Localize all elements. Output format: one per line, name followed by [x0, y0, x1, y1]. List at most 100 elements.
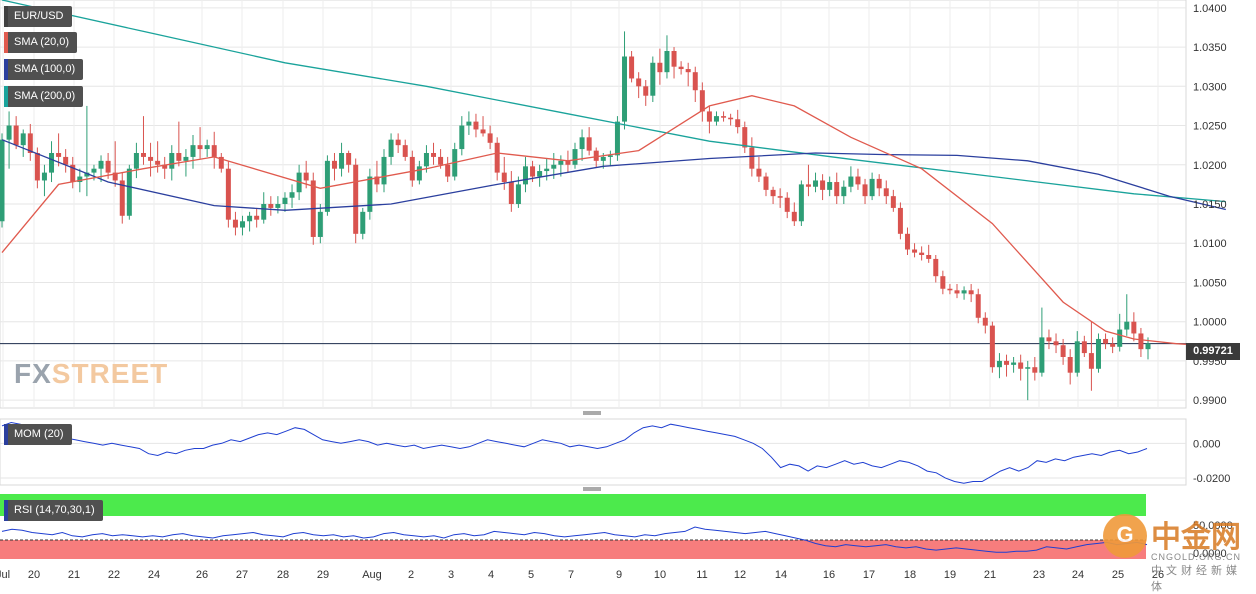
- x-tick-label: 17: [863, 569, 875, 581]
- candle-body: [438, 156, 444, 165]
- candle-body: [834, 182, 840, 197]
- candle-body: [275, 204, 281, 208]
- x-tick-label: Jul: [0, 569, 10, 581]
- candle-body: [791, 211, 797, 222]
- candle-body: [140, 153, 146, 157]
- x-tick-label: 16: [823, 569, 835, 581]
- candle-body: [360, 211, 366, 234]
- candle-body: [728, 117, 734, 120]
- candle-body: [940, 276, 946, 289]
- x-tick-label: 26: [1152, 569, 1164, 581]
- candle-body: [586, 137, 592, 151]
- candle-body: [537, 171, 543, 177]
- candle-body: [1088, 353, 1094, 369]
- candle-body: [409, 156, 415, 181]
- candle-body: [416, 166, 422, 181]
- x-tick-label: 21: [984, 569, 996, 581]
- candle-body: [27, 133, 33, 153]
- candle-body: [289, 192, 295, 198]
- y-tick-label: 1.0400: [1193, 3, 1227, 15]
- candle-body: [629, 56, 635, 79]
- candle-body: [1095, 338, 1101, 369]
- candle-body: [862, 184, 868, 197]
- candle-body: [339, 153, 345, 169]
- x-tick-label: 19: [944, 569, 956, 581]
- x-tick-label: 28: [277, 569, 289, 581]
- candle-body: [232, 219, 238, 228]
- candle-body: [1110, 343, 1116, 347]
- candle-body: [6, 125, 12, 140]
- candle-body: [34, 153, 40, 181]
- sma20-line: [1, 95, 1226, 348]
- x-tick-label: 24: [148, 569, 160, 581]
- legend-rsi: RSI (14,70,30,1): [4, 500, 103, 521]
- candle-body: [749, 147, 755, 169]
- candle-body: [77, 176, 83, 183]
- candle-body: [855, 176, 861, 185]
- x-tick-label: 4: [488, 569, 494, 581]
- candle-body: [112, 172, 118, 181]
- candle-body: [402, 145, 408, 157]
- candle-body: [1025, 367, 1031, 369]
- candle-body: [1131, 321, 1137, 334]
- candle-body: [897, 207, 903, 234]
- candle-body: [848, 176, 854, 187]
- candle-body: [317, 211, 323, 237]
- candle-body: [735, 119, 741, 128]
- candle-body: [763, 176, 769, 190]
- candle-body: [600, 156, 606, 161]
- candle-body: [282, 197, 288, 204]
- candle-body: [218, 156, 224, 169]
- candle-body: [614, 121, 620, 156]
- y-tick-label: 1.0250: [1193, 121, 1227, 133]
- candle-body: [225, 168, 231, 220]
- rsi-oversold-zone: [0, 540, 1146, 559]
- legend-eurusd-label: EUR/USD: [14, 10, 64, 22]
- legend-mom-label: MOM (20): [14, 428, 64, 440]
- x-tick-label: 12: [734, 569, 746, 581]
- candle-body: [657, 62, 663, 73]
- candle-body: [1138, 333, 1144, 350]
- candle-body: [1074, 341, 1080, 373]
- candle-body: [926, 255, 932, 259]
- candle-body: [91, 168, 97, 173]
- x-tick-label: 23: [1033, 569, 1045, 581]
- y-tick-label: 0.9900: [1193, 395, 1227, 407]
- candle-body: [982, 317, 988, 326]
- legend-sma200-label: SMA (200,0): [14, 90, 76, 102]
- candle-body: [572, 149, 578, 165]
- candle-body: [622, 56, 628, 122]
- y-tick-label: 1.0000: [1193, 317, 1227, 329]
- legend-sma100: SMA (100,0): [4, 59, 84, 80]
- legend-sma100-label: SMA (100,0): [14, 63, 76, 75]
- x-tick-label: 2: [408, 569, 414, 581]
- candle-body: [204, 145, 210, 150]
- candle-body: [968, 290, 974, 295]
- candle-body: [996, 360, 1002, 368]
- candle-body: [1060, 345, 1066, 357]
- x-tick-label: 9: [616, 569, 622, 581]
- x-tick-label: 24: [1072, 569, 1084, 581]
- candle-body: [13, 125, 19, 146]
- x-tick-label: 10: [654, 569, 666, 581]
- candle-body: [544, 168, 550, 172]
- candle-body: [805, 184, 811, 187]
- candle-body: [1011, 362, 1017, 365]
- candle-body: [551, 164, 557, 169]
- candle-body: [487, 133, 493, 143]
- legend-sma200: SMA (200,0): [4, 86, 84, 107]
- candle-body: [820, 180, 826, 190]
- legend-sma20-label: SMA (20,0): [14, 36, 70, 48]
- last-price-tag: 0.99721: [1186, 343, 1240, 360]
- candle-body: [904, 233, 910, 250]
- candle-body: [1124, 321, 1130, 330]
- candle-body: [770, 189, 776, 197]
- candle-body: [890, 196, 896, 208]
- rsi-line: [1, 526, 1148, 553]
- candle-body: [607, 155, 613, 157]
- candle-body: [954, 290, 960, 294]
- candle-body: [692, 72, 698, 91]
- candle-body: [756, 168, 762, 177]
- candle-body: [919, 252, 925, 255]
